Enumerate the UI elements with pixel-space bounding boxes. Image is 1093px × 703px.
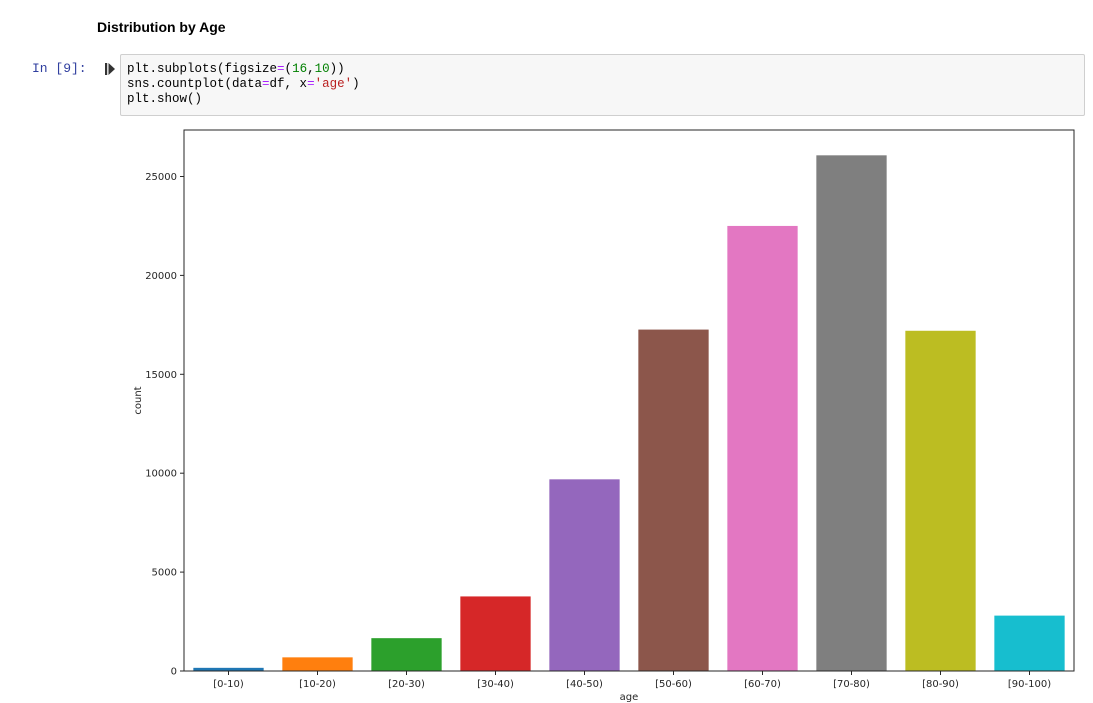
bar-50-60 <box>638 329 709 671</box>
bar-0-10 <box>193 667 264 671</box>
code-token: = <box>277 62 285 76</box>
x-tick-label: [80-90) <box>922 679 959 690</box>
x-tick-label: [70-80) <box>833 679 870 690</box>
bar-60-70 <box>727 225 798 671</box>
run-cell-icon[interactable] <box>104 62 116 76</box>
code-token: ( <box>284 62 293 76</box>
code-token: sns.countplot(data <box>127 77 263 91</box>
code-token: ) <box>352 77 360 91</box>
x-tick-label: [60-70) <box>744 679 781 690</box>
code-token: plt.subplots(figsize <box>127 62 278 76</box>
code-line: sns.countplot(data=df, x='age') <box>127 77 360 92</box>
code-token: 10 <box>314 62 330 76</box>
x-tick-label: [40-50) <box>566 679 603 690</box>
code-token: , <box>307 62 315 76</box>
bar-20-30 <box>371 638 442 671</box>
code-token: 16 <box>292 62 308 76</box>
plot-frame <box>183 129 1075 672</box>
x-tick-label: [90-100) <box>1008 679 1051 690</box>
y-tick-label: 20000 <box>145 271 177 282</box>
y-tick-label: 15000 <box>145 370 177 381</box>
code-token: plt.show() <box>127 92 203 106</box>
bar-90-100 <box>994 615 1065 671</box>
y-tick-label: 0 <box>171 667 177 678</box>
x-tick-label: [30-40) <box>477 679 514 690</box>
x-tick-label: [10-20) <box>299 679 336 690</box>
bar-30-40 <box>460 596 531 671</box>
code-cell-input[interactable]: plt.subplots(figsize=(16,10)) sns.countp… <box>120 54 1085 116</box>
code-token: = <box>262 77 270 91</box>
code-token: 'age' <box>314 77 353 91</box>
bar-70-80 <box>816 155 887 671</box>
markdown-heading: Distribution by Age <box>97 19 226 35</box>
code-token: df, x <box>269 77 308 91</box>
x-tick-label: [20-30) <box>388 679 425 690</box>
bar-80-90 <box>905 330 976 671</box>
x-tick-label: [50-60) <box>655 679 692 690</box>
y-axis-label: count <box>133 386 144 414</box>
code-line: plt.subplots(figsize=(16,10)) <box>127 62 345 77</box>
code-token: )) <box>329 62 345 76</box>
cell-prompt: In [9]: <box>32 61 87 76</box>
y-tick-label: 10000 <box>145 469 177 480</box>
x-axis-label: age <box>620 692 639 703</box>
y-tick-label: 25000 <box>145 172 177 183</box>
bar-40-50 <box>549 479 620 671</box>
code-line: plt.show() <box>127 92 202 107</box>
bar-10-20 <box>282 657 353 671</box>
y-tick-label: 5000 <box>152 568 177 579</box>
x-tick-label: [0-10) <box>213 679 244 690</box>
code-token: = <box>307 77 315 91</box>
